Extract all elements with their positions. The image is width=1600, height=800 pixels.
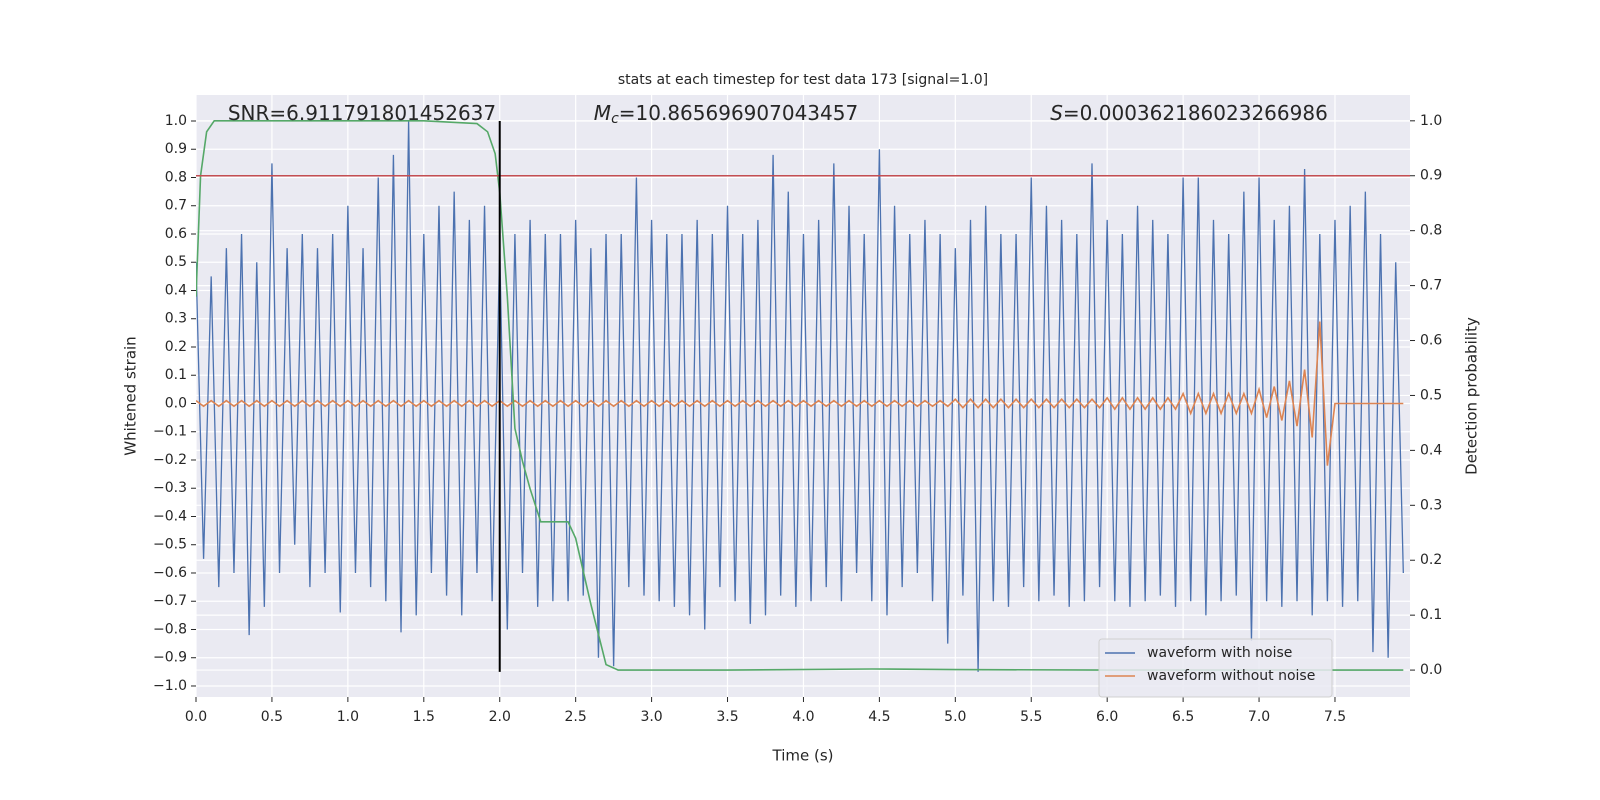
y-tick-label: 0.8 — [165, 169, 187, 185]
y-tick-label: 0.7 — [165, 198, 187, 214]
x-axis-label: Time (s) — [772, 747, 834, 765]
y2-tick-label: 0.2 — [1420, 552, 1442, 568]
y-tick-label: 0.9 — [165, 141, 187, 157]
y-tick-label: −0.9 — [153, 650, 187, 666]
legend-label: waveform with noise — [1147, 645, 1292, 661]
annotation-symbol: M — [594, 101, 611, 125]
x-tick-label: 7.5 — [1324, 709, 1346, 725]
x-tick-label: 0.5 — [261, 709, 283, 725]
series-line — [196, 120, 1404, 672]
x-tick-label: 0.0 — [185, 709, 207, 725]
annotation-text: SNR=6.911791801452637 — [228, 101, 496, 125]
y-tick-label: −0.3 — [153, 480, 187, 496]
x-tick-label: 2.5 — [565, 709, 587, 725]
series-line — [196, 321, 1404, 466]
y-tick-label: −0.7 — [153, 593, 187, 609]
annotation-text: =0.000362186023266986 — [1063, 101, 1328, 125]
y-tick-label: 0.3 — [165, 311, 187, 327]
y2-tick-label: 0.6 — [1420, 333, 1442, 349]
series-line — [196, 120, 1404, 671]
x-tick-label: 5.5 — [1020, 709, 1042, 725]
x-tick-label: 6.0 — [1096, 709, 1118, 725]
x-tick-label: 7.0 — [1248, 709, 1270, 725]
x-tick-label: 2.0 — [489, 709, 511, 725]
y-tick-label: 0.1 — [165, 367, 187, 383]
annotation-text: =10.865696907043457 — [619, 101, 858, 125]
y-tick-label: −0.8 — [153, 621, 187, 637]
y-tick-label: 0.0 — [165, 395, 187, 411]
y2-tick-label: 0.0 — [1420, 662, 1442, 678]
y2-tick-label: 0.5 — [1420, 387, 1442, 403]
x-tick-label: 3.5 — [716, 709, 738, 725]
plot-layer — [195, 95, 1410, 697]
y-tick-label: 0.4 — [165, 282, 187, 298]
x-tick-label: 4.0 — [792, 709, 814, 725]
y-tick-label: 1.0 — [165, 113, 187, 129]
annotation-symbol: S — [1050, 101, 1063, 125]
y2-tick-label: 0.3 — [1420, 497, 1442, 513]
y2-tick-label: 0.9 — [1420, 168, 1442, 184]
y2-tick-label: 1.0 — [1420, 113, 1442, 129]
y-tick-label: −0.5 — [153, 537, 187, 553]
x-tick-label: 5.0 — [944, 709, 966, 725]
annotation: Mc=10.865696907043457 — [594, 101, 858, 128]
legend-label: waveform without noise — [1147, 668, 1315, 684]
y-tick-label: −0.2 — [153, 452, 187, 468]
y-tick-label: −1.0 — [153, 678, 187, 694]
y2-tick-label: 0.8 — [1420, 223, 1442, 239]
legend-box — [1098, 638, 1333, 698]
y-tick-label: −0.6 — [153, 565, 187, 581]
y2-tick-label: 0.7 — [1420, 278, 1442, 294]
y2-tick-label: 0.4 — [1420, 442, 1442, 458]
chart-title: stats at each timestep for test data 173… — [618, 72, 988, 88]
x-tick-label: 1.5 — [413, 709, 435, 725]
x-tick-label: 3.0 — [640, 709, 662, 725]
y-tick-label: −0.1 — [153, 424, 187, 440]
y-axis-label: Whitened strain — [122, 336, 140, 455]
annotation-subscript: c — [611, 111, 619, 127]
x-tick-label: 1.0 — [337, 709, 359, 725]
annotation: SNR=6.911791801452637 — [228, 101, 496, 125]
y-tick-label: −0.4 — [153, 508, 187, 524]
x-tick-label: 4.5 — [868, 709, 890, 725]
x-tick-label: 6.5 — [1172, 709, 1194, 725]
y-tick-label: 0.5 — [165, 254, 187, 270]
annotation: S=0.000362186023266986 — [1050, 101, 1328, 125]
y-tick-label: 0.2 — [165, 339, 187, 355]
y2-tick-label: 0.1 — [1420, 607, 1442, 623]
y2-axis-label: Detection probability — [1463, 317, 1481, 475]
y-tick-label: 0.6 — [165, 226, 187, 242]
